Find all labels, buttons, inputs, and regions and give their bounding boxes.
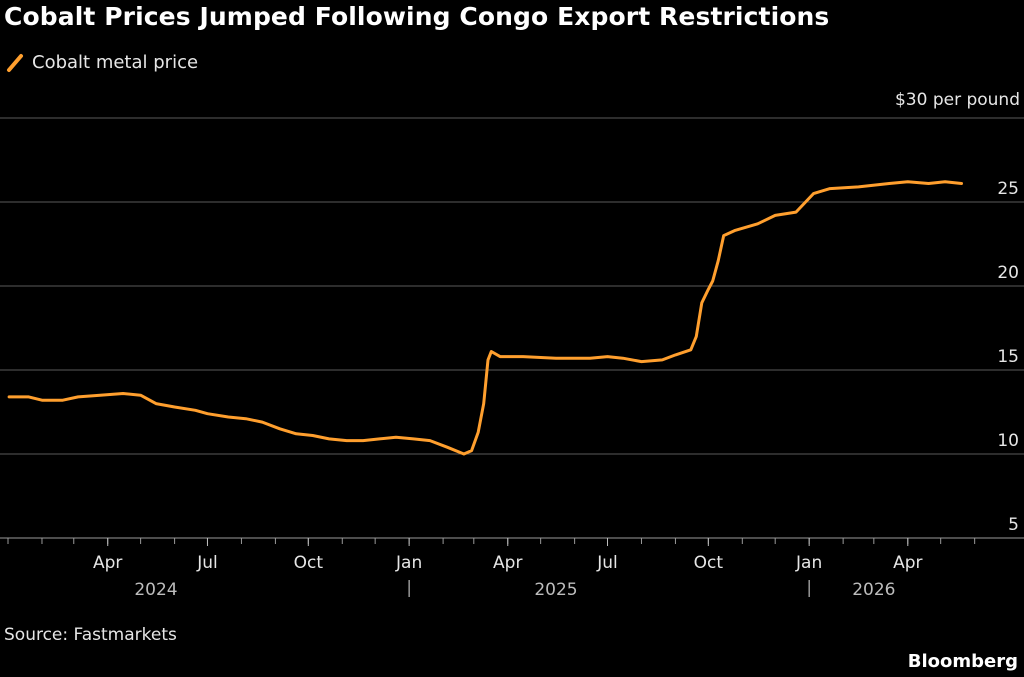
x-year-label: 2024 (134, 580, 177, 600)
x-tick-label: Oct (294, 553, 324, 573)
source-note: Source: Fastmarkets (4, 625, 177, 645)
legend-label: Cobalt metal price (32, 52, 199, 73)
y-tick-label: 5 (1008, 515, 1019, 535)
y-tick-label: 15 (997, 347, 1019, 367)
x-tick-label: Apr (93, 553, 122, 573)
x-tick-label: Apr (493, 553, 522, 573)
y-tick-label: 10 (997, 431, 1019, 451)
chart-title: Cobalt Prices Jumped Following Congo Exp… (4, 2, 830, 31)
bloomberg-logo: Bloomberg (907, 651, 1018, 672)
x-tick-label: Oct (694, 553, 724, 573)
legend-swatch-icon (7, 53, 23, 72)
x-tick-label: Apr (893, 553, 922, 573)
x-year-label: 2026 (852, 580, 895, 600)
x-tick-label: Jul (196, 553, 218, 573)
x-year-label: 2025 (534, 580, 577, 600)
y-tick-label: 25 (997, 179, 1019, 199)
series-line-cobalt-metal-price (7, 180, 963, 456)
legend: Cobalt metal price (6, 52, 198, 73)
x-tick-label: Jan (395, 553, 422, 573)
x-tick-label: Jul (596, 553, 618, 573)
x-tick-label: Jan (795, 553, 822, 573)
y-tick-label: 20 (997, 263, 1019, 283)
y-axis-unit-label: $30 per pound (894, 90, 1020, 110)
